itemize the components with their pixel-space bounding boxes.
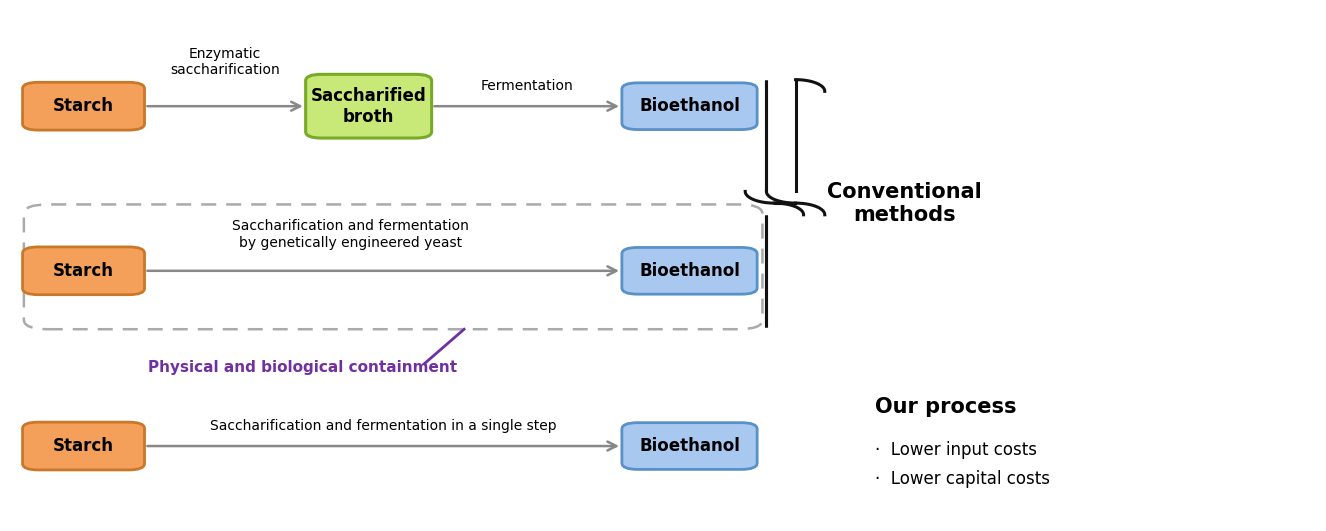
Text: Enzymatic
saccharification: Enzymatic saccharification bbox=[170, 47, 280, 77]
Text: Bioethanol: Bioethanol bbox=[639, 437, 740, 455]
Text: Our process: Our process bbox=[875, 397, 1017, 417]
Text: Starch: Starch bbox=[53, 262, 114, 280]
FancyBboxPatch shape bbox=[622, 83, 757, 130]
Text: Fermentation: Fermentation bbox=[480, 79, 573, 93]
FancyBboxPatch shape bbox=[23, 422, 145, 470]
Text: Bioethanol: Bioethanol bbox=[639, 262, 740, 280]
Text: Saccharified
broth: Saccharified broth bbox=[310, 87, 427, 126]
Text: Saccharification and fermentation in a single step: Saccharification and fermentation in a s… bbox=[210, 419, 557, 433]
FancyBboxPatch shape bbox=[622, 423, 757, 469]
FancyBboxPatch shape bbox=[622, 247, 757, 294]
FancyBboxPatch shape bbox=[306, 74, 432, 138]
Text: Physical and biological containment: Physical and biological containment bbox=[147, 360, 457, 375]
Text: ·  Lower capital costs: · Lower capital costs bbox=[875, 470, 1050, 488]
FancyBboxPatch shape bbox=[23, 82, 145, 130]
FancyBboxPatch shape bbox=[23, 247, 145, 295]
Text: ·  Lower input costs: · Lower input costs bbox=[875, 441, 1037, 459]
Text: Starch: Starch bbox=[53, 97, 114, 115]
Text: Conventional
methods: Conventional methods bbox=[827, 182, 983, 225]
Text: Bioethanol: Bioethanol bbox=[639, 97, 740, 115]
Text: Starch: Starch bbox=[53, 437, 114, 455]
Text: Saccharification and fermentation
by genetically engineered yeast: Saccharification and fermentation by gen… bbox=[232, 219, 468, 250]
